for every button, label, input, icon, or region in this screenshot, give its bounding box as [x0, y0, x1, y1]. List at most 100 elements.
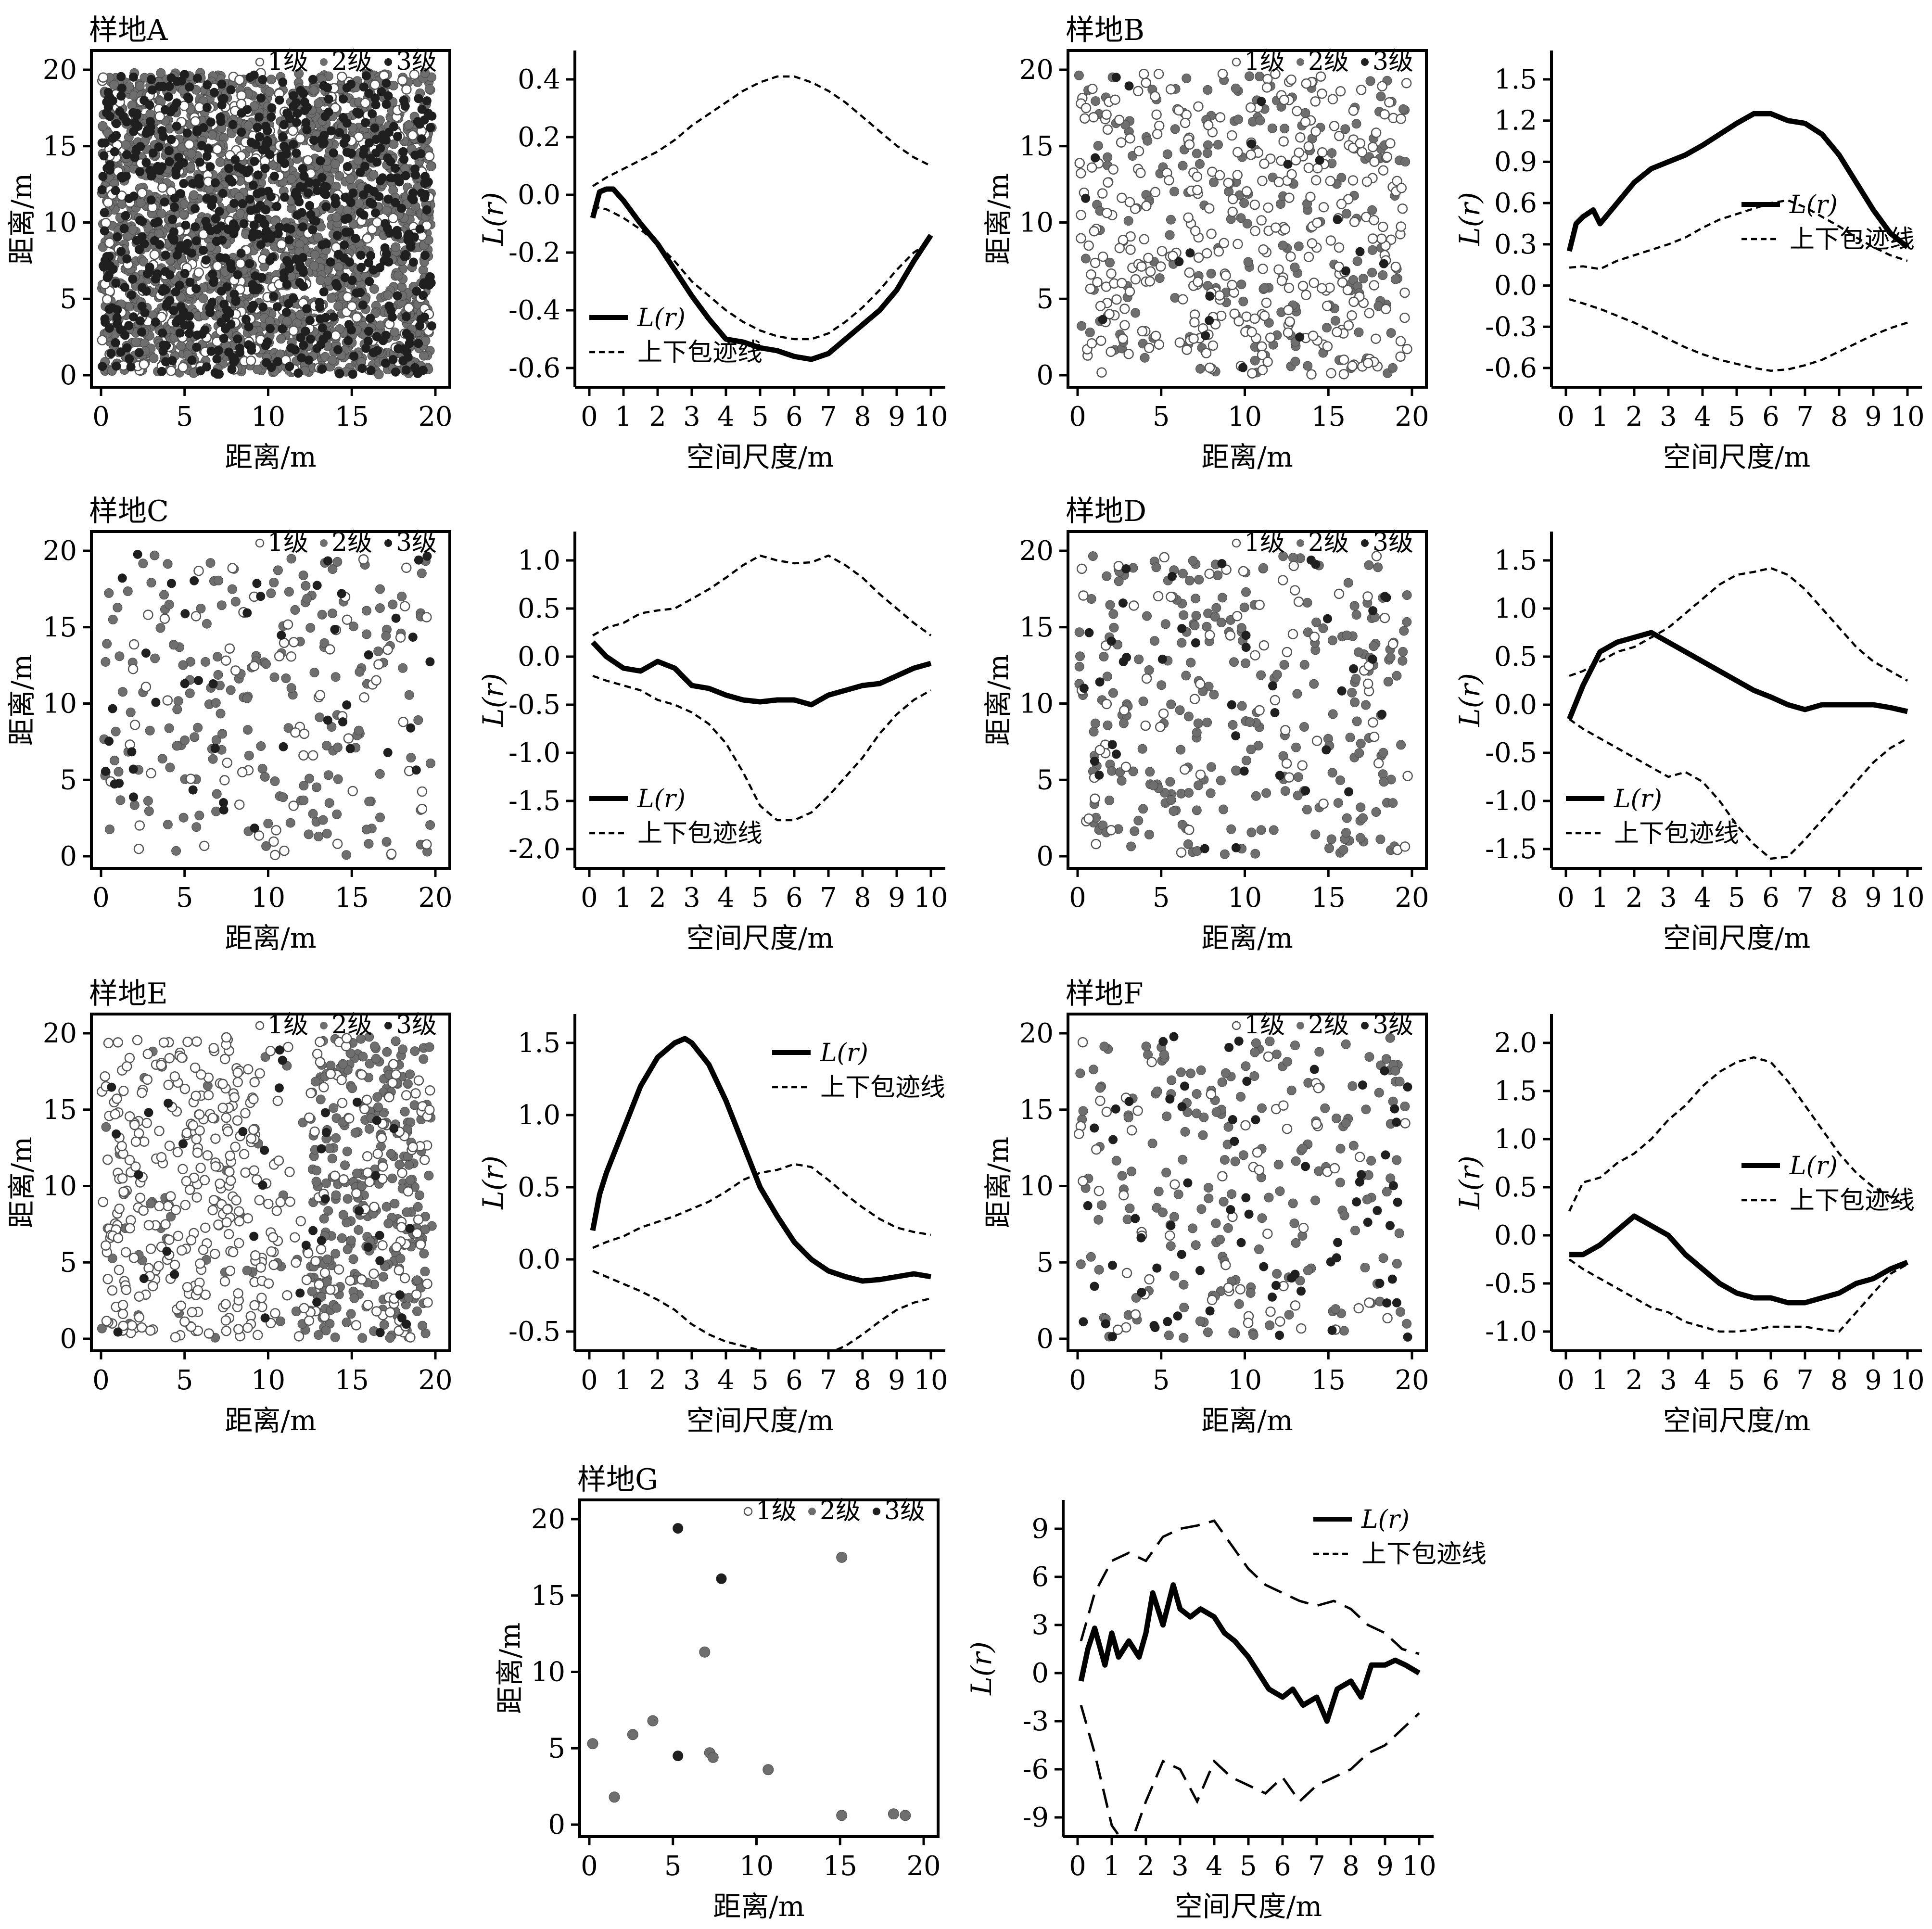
point-class1: [245, 355, 256, 366]
legend-marker-class3: [384, 539, 392, 547]
point-class3: [1355, 247, 1365, 256]
point-class1: [1145, 266, 1156, 277]
point-class3: [401, 171, 410, 180]
x-tick-label: 15: [1311, 882, 1346, 914]
point-class3: [191, 236, 201, 246]
point-class2: [101, 1122, 111, 1132]
point-class2: [1150, 636, 1159, 646]
point-class1: [1091, 838, 1101, 850]
point-class3: [278, 324, 287, 334]
point-class3: [1368, 606, 1378, 616]
point-class3: [339, 94, 348, 104]
x-tick-label: 10: [1890, 401, 1924, 432]
point-class2: [375, 812, 385, 823]
point-class1: [315, 1037, 325, 1047]
point-class1: [1201, 248, 1212, 259]
point-class1: [1090, 793, 1100, 804]
x-tick-label: 10: [914, 882, 948, 914]
point-class2: [1250, 849, 1260, 859]
point-class1: [1087, 83, 1098, 94]
point-class1: [1381, 304, 1391, 315]
point-class2: [354, 725, 364, 736]
point-class3: [1098, 315, 1107, 324]
point-class2: [417, 568, 427, 578]
point-class2: [404, 690, 414, 700]
point-class1: [1223, 178, 1234, 188]
point-class1: [305, 1088, 316, 1099]
point-class1: [362, 1151, 373, 1162]
point-class3: [312, 581, 322, 590]
point-class2: [419, 1054, 429, 1064]
point-class2: [98, 121, 108, 131]
point-class2: [342, 850, 351, 860]
point-class1: [203, 1328, 215, 1339]
point-class3: [344, 194, 354, 204]
point-class1: [225, 1150, 236, 1161]
point-class2: [1102, 571, 1112, 581]
point-class1: [1106, 825, 1117, 836]
point-class1: [1399, 287, 1410, 298]
point-class2: [419, 351, 429, 361]
point-class1: [325, 644, 335, 655]
point-class3: [393, 173, 402, 183]
point-class3: [246, 342, 256, 352]
point-class2: [1349, 601, 1360, 611]
point-class1: [268, 836, 279, 847]
point-class2: [212, 789, 222, 799]
point-class2: [1140, 353, 1150, 363]
point-class3: [124, 194, 134, 203]
x-tick-label: 9: [888, 401, 905, 432]
panel-title: 样地A: [89, 13, 168, 47]
point-class2: [1216, 775, 1226, 786]
point-class2: [179, 199, 189, 209]
point-class3: [97, 185, 107, 195]
point-class2: [1302, 597, 1312, 608]
point-class3: [426, 123, 435, 132]
y-tick-label: 10: [43, 207, 77, 239]
point-class2: [227, 584, 237, 594]
point-class3: [384, 257, 394, 267]
point-class1: [1192, 185, 1203, 195]
point-class3: [1094, 770, 1104, 780]
point-class2: [1236, 279, 1246, 290]
point-class2: [329, 1103, 339, 1113]
point-class1: [336, 1075, 347, 1085]
point-class1: [1144, 276, 1155, 287]
point-class1: [1096, 367, 1107, 378]
point-class2: [1074, 70, 1084, 80]
y-tick-label: 1.0: [1494, 593, 1537, 624]
point-class2: [216, 709, 226, 719]
point-class2: [156, 208, 166, 218]
point-class3: [1241, 631, 1251, 640]
point-class3: [187, 355, 197, 365]
point-class3: [278, 132, 288, 141]
x-tick-label: 3: [1660, 401, 1677, 432]
point-class2: [375, 603, 385, 613]
point-class2: [1119, 718, 1129, 728]
point-class2: [1335, 775, 1345, 786]
point-class2: [1074, 627, 1084, 637]
point-class2: [1310, 829, 1321, 839]
point-class3: [158, 346, 168, 356]
point-class1: [1119, 320, 1130, 330]
point-class2: [253, 365, 263, 375]
point-class2: [348, 1254, 358, 1264]
point-class2: [1114, 576, 1124, 586]
point-class3: [305, 201, 315, 210]
point-class1: [275, 1197, 286, 1207]
point-class2: [165, 762, 175, 773]
point-class3: [212, 354, 222, 364]
point-class3: [121, 211, 130, 220]
point-class1: [1300, 116, 1311, 127]
point-class3: [1323, 614, 1332, 623]
point-class3: [389, 122, 399, 131]
point-class3: [128, 274, 138, 284]
y-tick-label: 10: [1019, 688, 1054, 720]
point-class2: [1134, 654, 1144, 664]
x-tick-label: 0: [581, 401, 598, 432]
point-class2: [1188, 556, 1198, 566]
legend-label-envelope: 上下包迹线: [637, 819, 763, 848]
point-class2: [390, 327, 400, 337]
y-tick-label: 0.6: [1494, 188, 1537, 219]
point-class2: [193, 723, 203, 733]
